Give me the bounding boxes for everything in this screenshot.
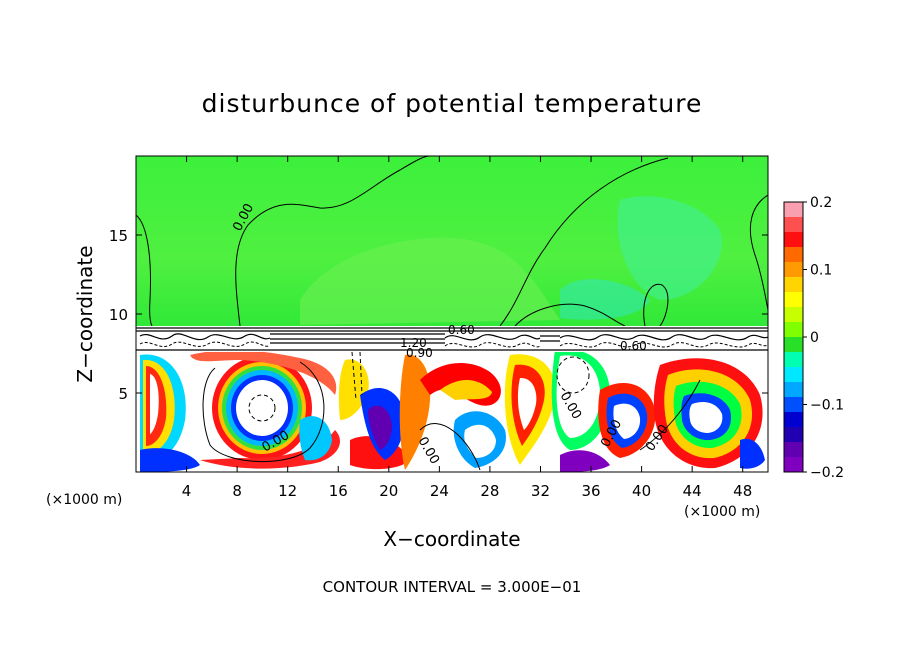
contour-line [136, 214, 153, 327]
x-tick-label: 12 [278, 482, 297, 500]
colorbar-swatch [784, 262, 803, 278]
colorbar-tick-label: 0 [810, 330, 819, 346]
y-axis: 5 10 15 [109, 227, 768, 403]
contour-label: 0.90 [406, 346, 433, 360]
x-tick-label: 24 [430, 482, 449, 500]
x-tick-label: 20 [379, 482, 398, 500]
colorbar-ticks: 0.2 0.1 0 −0.1 −0.2 [803, 195, 844, 481]
chart-title: disturbunce of potential temperature [202, 89, 703, 118]
y-tick-label: 15 [109, 227, 128, 245]
colorbar-swatch [784, 322, 803, 338]
colorbar [784, 202, 803, 473]
contour-label: 0.60 [448, 323, 475, 337]
colorbar-swatch [784, 337, 803, 353]
contour-label: 1.20 [400, 336, 427, 350]
x-unit-left: (×1000 m) [46, 492, 122, 508]
plot-area: 0.00 0.00 0.00 0.00 0.00 0.00 0.60 1.20 … [136, 156, 768, 472]
contour-line [643, 283, 669, 327]
colorbar-swatch [784, 202, 803, 218]
colorbar-swatch [784, 457, 803, 473]
colorbar-swatch [784, 397, 803, 413]
x-axis-label: X−coordinate [383, 527, 520, 551]
x-tick-label: 44 [683, 482, 702, 500]
colorbar-swatch [784, 217, 803, 233]
y-axis-label: Z−coordinate [73, 245, 97, 382]
colorbar-tick-label: 0.1 [810, 263, 832, 279]
x-tick-label: 16 [329, 482, 348, 500]
upper-layer-patch [300, 237, 560, 325]
x-tick-label: 8 [232, 482, 242, 500]
y-tick-label: 5 [118, 385, 128, 403]
contour-line-negative [351, 351, 363, 401]
interface-contour [136, 327, 768, 351]
contour-interval-note: CONTOUR INTERVAL = 3.000E−01 [323, 578, 582, 596]
x-unit-right: (×1000 m) [684, 504, 760, 520]
interface-turbulence [139, 333, 768, 341]
colorbar-tick-label: −0.1 [810, 398, 844, 414]
upper-layer-patch [560, 279, 650, 320]
eddy-field [140, 349, 765, 472]
contour-line [749, 194, 768, 311]
contour-line [639, 379, 701, 451]
colorbar-swatch [784, 292, 803, 308]
upper-layer-patch [617, 196, 722, 300]
x-axis: 4 8 12 16 20 24 28 32 36 40 44 48 [182, 156, 752, 500]
colorbar-swatch [784, 277, 803, 293]
colorbar-swatch [784, 232, 803, 248]
interface-turbulence [139, 341, 768, 348]
colorbar-swatch [784, 382, 803, 398]
contour-line [499, 157, 669, 327]
colorbar-swatch [784, 442, 803, 458]
colorbar-swatch [784, 367, 803, 383]
colorbar-tick-label: 0.2 [810, 195, 832, 211]
contour-line-negative [248, 394, 276, 422]
colorbar-swatch [784, 427, 803, 443]
contour-line-negative [556, 356, 590, 394]
colorbar-swatch [784, 307, 803, 323]
x-tick-label: 4 [182, 482, 192, 500]
contour-line [514, 303, 626, 327]
x-tick-label: 32 [531, 482, 550, 500]
x-tick-label: 40 [632, 482, 651, 500]
colorbar-tick-label: −0.2 [810, 465, 844, 481]
interface-band [136, 326, 768, 352]
y-tick-label: 10 [109, 306, 128, 324]
colorbar-swatch [784, 412, 803, 428]
x-tick-label: 36 [581, 482, 600, 500]
contour-line [235, 156, 431, 327]
contour-label: 0.60 [620, 339, 647, 353]
colorbar-swatch [784, 247, 803, 263]
x-tick-label: 48 [733, 482, 752, 500]
contour-line [202, 361, 325, 463]
colorbar-swatch [784, 352, 803, 368]
x-tick-label: 28 [480, 482, 499, 500]
contour-line [419, 423, 481, 471]
